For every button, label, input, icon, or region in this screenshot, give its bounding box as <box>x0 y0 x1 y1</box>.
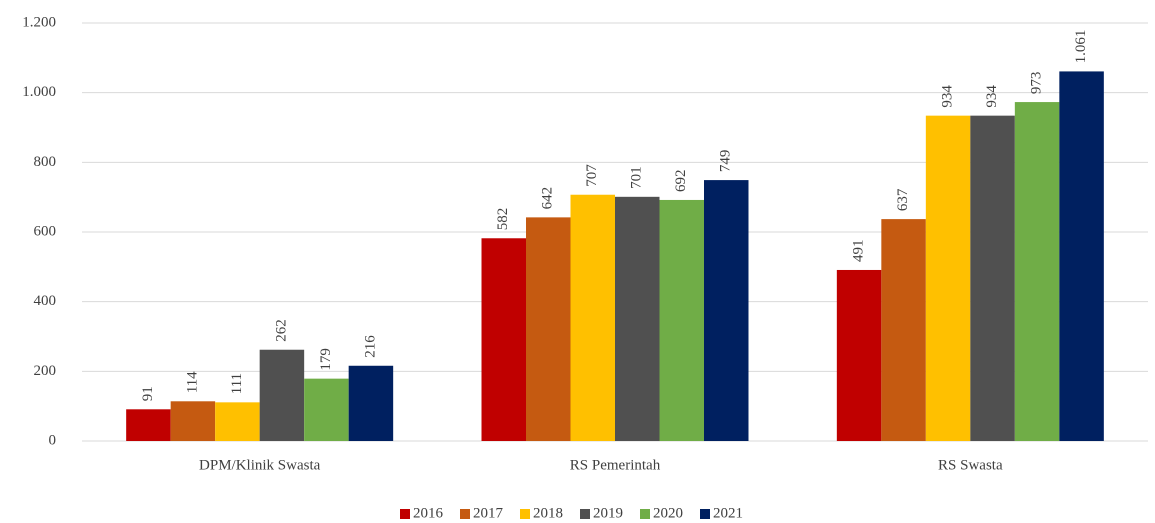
data-label: 114 <box>184 371 200 393</box>
legend-swatch <box>460 509 470 519</box>
data-label: 692 <box>673 169 689 192</box>
y-tick-label: 1.200 <box>22 14 56 30</box>
bar <box>836 269 882 441</box>
data-label: 701 <box>629 166 645 189</box>
legend-label: 2018 <box>533 505 563 521</box>
legend-label: 2020 <box>653 505 683 521</box>
bar <box>970 115 1015 441</box>
x-tick-label: RS Pemerintah <box>570 457 661 473</box>
y-tick-label: 400 <box>34 293 57 309</box>
bar <box>704 180 749 441</box>
legend-swatch <box>520 509 530 519</box>
data-label: 1.061 <box>1073 30 1089 64</box>
bar <box>304 378 349 441</box>
y-tick-label: 0 <box>49 432 57 448</box>
legend-label: 2021 <box>713 505 743 521</box>
bar <box>526 217 571 441</box>
legend-label: 2017 <box>473 505 504 521</box>
bar <box>1059 71 1104 441</box>
data-label: 973 <box>1029 72 1045 95</box>
bar <box>925 115 971 441</box>
bar <box>348 365 394 441</box>
data-label: 749 <box>718 150 734 173</box>
bar <box>1014 102 1060 442</box>
data-label: 491 <box>851 239 867 262</box>
data-label: 91 <box>140 386 156 401</box>
bar <box>615 196 660 441</box>
legend-swatch <box>700 509 710 519</box>
data-label: 582 <box>495 208 511 231</box>
data-label: 216 <box>362 335 378 358</box>
bar <box>570 194 615 441</box>
data-label: 934 <box>984 85 1000 108</box>
bar <box>659 199 704 441</box>
y-tick-label: 1.000 <box>22 84 56 100</box>
bar <box>881 219 926 441</box>
y-tick-label: 600 <box>34 223 57 239</box>
bar <box>170 401 216 441</box>
legend-swatch <box>400 509 410 519</box>
bar <box>126 409 171 441</box>
y-tick-label: 200 <box>34 363 57 379</box>
legend-swatch <box>640 509 650 519</box>
data-label: 111 <box>229 373 245 394</box>
data-label: 637 <box>895 188 911 211</box>
data-label: 642 <box>540 187 556 210</box>
data-label: 179 <box>318 348 334 371</box>
data-label: 262 <box>273 319 289 342</box>
bar <box>481 238 526 441</box>
legend-label: 2016 <box>413 505 444 521</box>
bar <box>215 402 260 441</box>
y-tick-label: 800 <box>34 154 57 170</box>
bar <box>259 349 305 441</box>
legend-swatch <box>580 509 590 519</box>
legend-label: 2019 <box>593 505 623 521</box>
data-label: 934 <box>940 85 956 108</box>
x-tick-label: RS Swasta <box>938 457 1003 473</box>
x-tick-label: DPM/Klinik Swasta <box>199 457 321 473</box>
data-label: 707 <box>584 164 600 187</box>
